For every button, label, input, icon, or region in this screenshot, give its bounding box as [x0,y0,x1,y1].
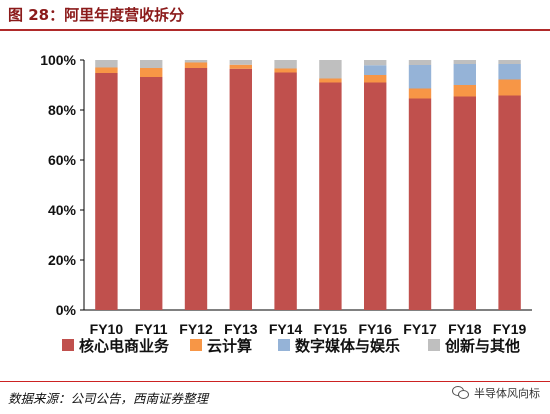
bar-segment-innovation [364,60,387,66]
legend-swatch [278,339,290,351]
figure-header: 图 28：阿里年度营收拆分 [0,0,550,32]
x-tick-label: FY12 [179,321,213,337]
bar-segment-core-commerce [453,96,476,310]
bar-segment-digital-media [408,65,432,89]
bar-segment-core-commerce [274,72,297,310]
bar-segment-digital-media [364,65,387,75]
badge-label: 半导体风向标 [474,387,540,400]
bar-segment-cloud [274,68,297,73]
y-tick-label: 100% [40,52,76,68]
legend-label: 云计算 [207,337,252,355]
bar-segment-core-commerce [408,98,432,310]
figure-title: 图 28：阿里年度营收拆分 [8,6,185,24]
bar-segment-innovation [498,60,521,64]
x-tick-label: FY11 [135,321,168,337]
bar-segment-innovation [274,60,297,69]
bar-segment-core-commerce [319,82,342,310]
title-rule [0,29,550,31]
bar-segment-core-commerce [229,68,252,310]
legend-label: 创新与其他 [444,337,520,355]
bar-segment-core-commerce [95,73,118,310]
y-tick-label: 80% [48,102,77,118]
x-tick-label: FY14 [269,321,303,337]
bar-segment-cloud [453,85,476,97]
bar-segment-cloud [95,67,118,73]
bar-segment-core-commerce [498,95,521,310]
bar-segment-innovation [453,60,476,64]
wechat-badge: 半导体风向标 [452,384,540,402]
bar-segment-cloud [184,62,208,68]
x-tick-label: FY19 [493,321,527,337]
bar-segment-cloud [364,75,387,83]
x-tick-label: FY15 [314,321,348,337]
bar-segment-innovation [319,60,342,79]
bar-segment-core-commerce [364,82,387,310]
bar-segment-innovation [184,60,208,63]
bar-segment-cloud [229,64,252,69]
x-tick-label: FY10 [90,321,124,337]
bar-segment-cloud [319,78,342,83]
x-tick-label: FY18 [448,321,482,337]
y-tick-label: 60% [48,152,77,168]
bar-segment-innovation [229,60,252,65]
legend-swatch [428,339,440,351]
x-tick-label: FY16 [358,321,392,337]
legend-swatch [62,339,74,351]
bar-segment-innovation [408,60,432,65]
bar-segment-core-commerce [140,77,163,310]
legend-swatch [190,339,202,351]
bar-segment-digital-media [498,64,521,80]
bar-segment-digital-media [453,64,476,85]
y-tick-label: 40% [48,202,77,218]
x-tick-label: FY13 [224,321,258,337]
x-tick-label: FY17 [403,321,437,337]
y-tick-label: 0% [56,302,77,318]
wechat-icon [452,386,470,400]
footer-rule [0,381,550,382]
data-source-note: 数据来源：公司公告，西南证券整理 [8,391,209,406]
legend-label: 数字媒体与娱乐 [295,337,400,355]
y-tick-label: 20% [48,252,77,268]
legend-label: 核心电商业务 [79,337,170,355]
bar-segment-cloud [140,68,163,77]
bar-segment-innovation [140,60,163,68]
bar-segment-cloud [498,79,521,96]
bar-segment-innovation [95,60,118,68]
bar-segment-core-commerce [184,68,208,310]
bar-segment-cloud [408,88,432,99]
stacked-bar-chart: 0% 20% 40% 60% 80% 100% FY10 FY11 FY12 FY13 FY14 FY… [40,52,532,355]
